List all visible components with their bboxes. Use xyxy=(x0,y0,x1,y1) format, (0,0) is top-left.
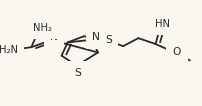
Text: HN: HN xyxy=(155,19,170,29)
Text: NH₂: NH₂ xyxy=(33,23,52,33)
Text: N: N xyxy=(93,32,100,42)
Text: H₂N: H₂N xyxy=(0,45,18,55)
Text: S: S xyxy=(105,35,112,45)
Text: O: O xyxy=(173,47,181,57)
Text: N: N xyxy=(50,32,58,42)
Text: S: S xyxy=(74,68,81,78)
